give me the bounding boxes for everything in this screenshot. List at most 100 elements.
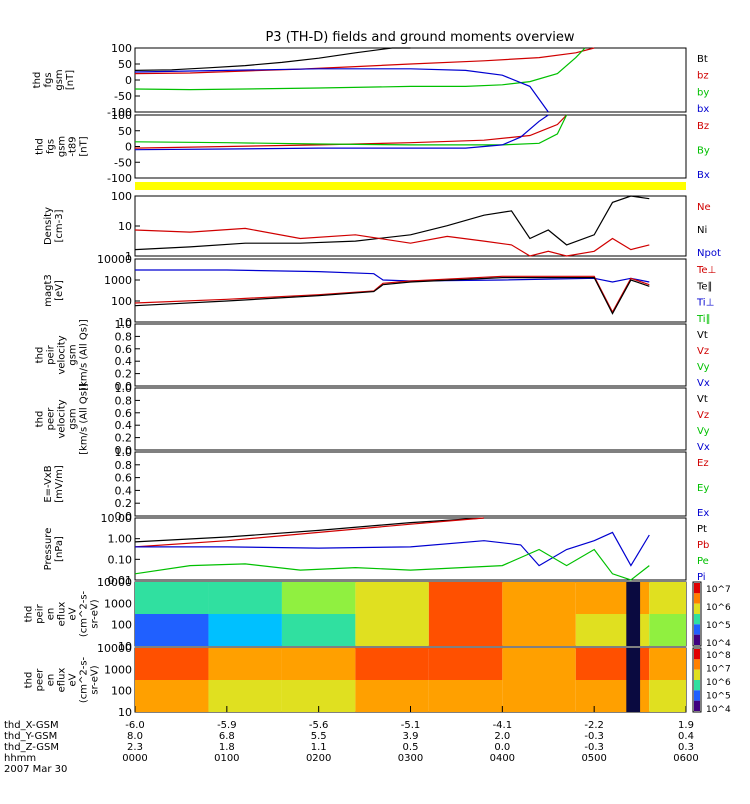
ylabel-fgs-3: [nT] — [65, 70, 76, 90]
ytick-label-fgs-3: -50 — [114, 90, 132, 103]
legend-pressure-2: Pe — [697, 556, 709, 567]
legend-peir_vel-3: Vx — [697, 378, 710, 389]
spec-cell-high-peir_spec-4 — [428, 582, 503, 614]
series-pressure-Pb — [134, 517, 485, 548]
ytick-label-fgs_t89-0: 100 — [111, 109, 132, 122]
colorbar-seg-peer_spec-5 — [694, 700, 700, 711]
colorbar-seg-peir_spec-2 — [694, 603, 700, 614]
spec-cell-low-peer_spec-1 — [208, 680, 282, 712]
series-temp-Te∥ — [134, 277, 650, 315]
xrow-value-3-3: 0300 — [398, 753, 423, 764]
spec-cell-low-peir_spec-3 — [355, 614, 429, 646]
spec-cell-low-peer_spec-0 — [135, 680, 209, 712]
legend-density-1: Ni — [697, 225, 707, 236]
ylabel-peer_vel-0: thd — [35, 411, 46, 428]
spec-cell-high-peir_spec-1 — [208, 582, 282, 614]
ylabel-peir_vel-2: velocity — [57, 335, 68, 374]
ytick-label-efield-0: 1.0 — [115, 446, 133, 459]
legend-temp-1: Te∥ — [696, 281, 713, 292]
series-pressure-Pi — [135, 531, 650, 567]
xrow-label-2: thd_Z-GSM — [4, 742, 59, 753]
spec-cell-high-peir_spec-3 — [355, 582, 429, 614]
cbar-label-peir_spec-2: 10^5 — [706, 621, 731, 631]
spec-cell-low-peir_spec-0 — [135, 614, 209, 646]
ytick-label-peir_vel-1: 0.8 — [115, 330, 133, 343]
cbar-label-peer_spec-1: 10^7 — [706, 665, 731, 675]
spec-dropout-peir_spec — [626, 582, 641, 646]
x-date: 2007 Mar 30 — [4, 764, 67, 775]
ylabel-peer_spec-5: (cm^2-s- — [79, 656, 90, 703]
ylabel-peir_spec-5: (cm^2-s- — [79, 590, 90, 637]
ylabel-peir_spec-0: thd — [24, 606, 35, 623]
colorbar-peir_spec — [692, 581, 702, 647]
spec-cell-high-peer_spec-2 — [281, 648, 356, 680]
ytick-label-efield-3: 0.4 — [115, 484, 133, 497]
ytick-label-peir_vel-5: 0.0 — [115, 380, 133, 393]
colorbar-seg-peer_spec-2 — [694, 669, 700, 680]
legend-peir_vel-2: Vy — [697, 362, 710, 373]
ytick-label-pressure-3: 0.01 — [108, 574, 133, 587]
ylabel-fgs_t89-3: -t89 — [68, 136, 79, 156]
legend-peer_vel-0: Vt — [697, 394, 708, 405]
legend-pressure-0: Pt — [697, 524, 707, 535]
legend-peir_vel-0: Vt — [697, 330, 708, 341]
ytick-label-pressure-0: 10.00 — [101, 512, 133, 525]
xrow-value-1-3: 3.9 — [403, 731, 419, 742]
spec-cell-high-peer_spec-4 — [428, 648, 503, 680]
ylabel-fgs-0: thd — [32, 72, 43, 89]
legend-fgs-2: by — [697, 87, 709, 98]
legend-temp-0: Te⊥ — [696, 265, 716, 276]
xrow-value-0-2: -5.6 — [309, 720, 329, 731]
spec-cell-low-peer_spec-5 — [502, 680, 576, 712]
ylabel-peir_vel-1: peir — [46, 344, 57, 364]
ytick-label-peir_spec-1: 1000 — [104, 597, 132, 610]
legend-fgs_t89-0: Bz — [697, 121, 709, 132]
xrow-value-1-2: 5.5 — [311, 731, 327, 742]
xrow-value-0-0: -6.0 — [125, 720, 145, 731]
xrow-value-0-5: -2.2 — [584, 720, 604, 731]
ytick-label-peir_vel-3: 0.4 — [115, 355, 133, 368]
xrow-value-2-0: 2.3 — [127, 742, 143, 753]
ytick-label-fgs-4: -100 — [107, 106, 132, 119]
ytick-label-peir_spec-3: 10 — [118, 640, 132, 653]
legend-efield-0: Ez — [697, 458, 709, 469]
series-fgs_t89-Bx — [134, 114, 549, 151]
ytick-label-peer_spec-0: 10000 — [97, 642, 132, 655]
series-fgs-bz — [134, 47, 595, 75]
ytick-label-peer_vel-3: 0.4 — [115, 419, 133, 432]
ylabel-fgs_t89-0: thd — [35, 138, 46, 155]
ytick-label-peer_vel-1: 0.8 — [115, 394, 133, 407]
colorbar-peer_spec — [692, 647, 702, 713]
cbar-label-peer_spec-0: 10^8 — [706, 651, 731, 661]
ylabel-peer_vel-4: [km/s (All Qs)] — [79, 383, 90, 455]
spec-cell-high-peer_spec-7 — [649, 648, 686, 680]
legend-fgs_t89-2: Bx — [697, 170, 710, 181]
xrow-value-2-1: 1.8 — [219, 742, 235, 753]
ytick-label-peer_spec-3: 10 — [118, 706, 132, 719]
ytick-label-density-1: 10 — [118, 220, 132, 233]
xrow-label-3: hhmm — [4, 753, 36, 764]
legend-pressure-3: Pi — [697, 572, 706, 583]
ylabel-efield-1: [mV/m] — [54, 465, 65, 503]
ylabel-peir_vel-0: thd — [35, 347, 46, 364]
ytick-label-fgs-0: 100 — [111, 42, 132, 55]
series-fgs_t89-Bz — [134, 114, 568, 149]
spec-cell-high-peer_spec-3 — [355, 648, 429, 680]
legend-peer_vel-3: Vx — [697, 442, 710, 453]
ytick-label-peer_spec-1: 1000 — [104, 663, 132, 676]
spec-cell-low-peir_spec-5 — [502, 614, 576, 646]
xrow-value-3-2: 0200 — [306, 753, 331, 764]
spec-cell-low-peir_spec-7 — [649, 614, 686, 646]
ylabel-peir_spec-2: en — [46, 608, 57, 621]
cbar-label-peir_spec-0: 10^7 — [706, 585, 731, 595]
ylabel-fgs_t89-1: fgs — [46, 139, 57, 154]
ylabel-peir_vel-4: [km/s (All Qs)] — [79, 319, 90, 391]
ylabel-peer_spec-4: eV — [68, 673, 79, 686]
legend-efield-2: Ex — [697, 508, 709, 519]
xrow-value-2-6: 0.3 — [678, 742, 694, 753]
ylabel-peer_spec-3: eflux — [57, 668, 68, 693]
ylabel-density-1: [cm-3] — [54, 209, 65, 242]
chart-title: P3 (TH-D) fields and ground moments over… — [265, 30, 574, 45]
ylabel-peer_spec-2: en — [46, 674, 57, 687]
xrow-value-3-0: 0000 — [122, 753, 147, 764]
